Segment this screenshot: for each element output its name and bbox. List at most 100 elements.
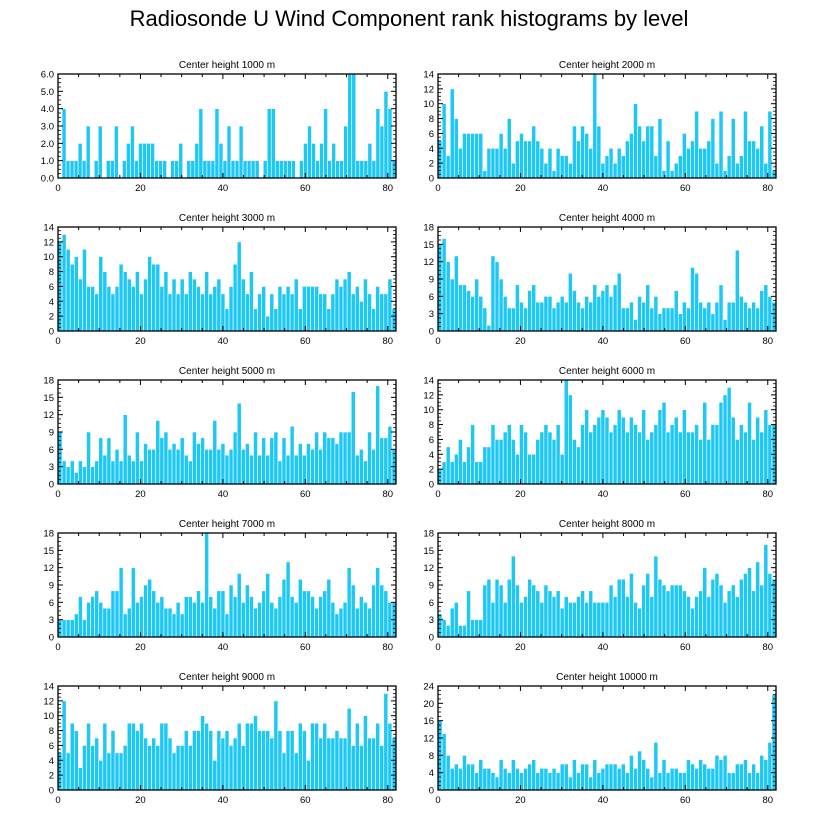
y-tick-label: 6 [429,129,434,140]
histogram-bar [572,602,577,638]
histogram-bar [620,578,626,638]
histogram-bar [458,147,463,179]
y-tick-label: 6 [49,282,54,293]
histogram-bar [588,776,594,791]
histogram-bar [730,416,736,485]
histogram-bar [339,160,344,179]
histogram-bar [289,730,295,791]
histogram-bar [604,416,610,485]
histogram-bar [65,752,71,791]
histogram-bar [265,730,271,791]
histogram-bar [527,140,532,179]
y-tick-label: 6 [49,445,54,456]
histogram-bar [359,745,364,791]
histogram-bar [588,431,594,485]
histogram-bar [222,160,228,179]
histogram-bar [73,613,79,638]
histogram-bar [90,466,95,485]
y-tick-label: 9 [429,275,434,286]
y-tick-label: 3 [49,462,54,473]
histogram-bar [580,424,585,485]
histogram-bar [637,431,642,485]
histogram-bar [755,147,761,179]
x-tick-label: 80 [762,795,773,806]
histogram-bar [224,613,230,638]
histogram-bar [281,293,287,332]
histogram-bar [665,140,671,179]
y-tick-label: 18 [423,223,434,234]
histogram-bar [274,160,280,179]
histogram-bar [661,759,667,791]
histogram-bar [150,143,155,179]
histogram-bar [147,578,152,638]
y-tick-label: 6 [429,598,434,609]
histogram-bar [449,278,455,332]
histogram-bar [616,578,622,638]
histogram-bar [580,763,585,791]
histogram-bar [65,248,71,332]
histogram-bar [155,602,161,638]
panel-title: Center height 10000 m [556,672,658,683]
histogram-bar [547,147,553,179]
histogram-bar [261,730,266,791]
y-tick-label: 3 [429,615,434,626]
histogram-bar [266,108,272,179]
histogram-bar [759,290,765,332]
x-tick-label: 0 [55,642,60,653]
histogram-bar [94,737,100,791]
histogram-bar [212,607,218,638]
histogram-bar [506,118,512,179]
histogram-bar [653,555,659,638]
histogram-bar [458,284,463,332]
histogram-panel: Center height 6000 m 0 20 40 60 80 0 2 4 6 8 10 12 14 [423,366,777,500]
histogram-bar [183,293,189,332]
histogram-bar [616,147,622,179]
histogram-bar [167,737,173,791]
histogram-bar [253,308,258,332]
histogram-bar [535,140,541,179]
histogram-bar [188,271,193,332]
histogram-bar [98,759,104,791]
histogram-bar [331,143,336,179]
histogram-bar [718,110,724,179]
histogram-bar [767,573,773,638]
histogram-bar [326,578,332,638]
histogram-bar [277,596,283,638]
histogram-bar [351,73,357,179]
histogram-bar [208,730,214,791]
histogram-bar [230,160,236,179]
histogram-bar [85,125,91,179]
histogram-bar [342,278,348,332]
histogram-bar [86,722,91,791]
histogram-bar [174,160,180,179]
histogram-bar [383,91,389,179]
histogram-bar [192,431,197,485]
histogram-bar [592,602,598,638]
histogram-bar [281,752,287,791]
y-tick-label: 8 [49,726,54,737]
histogram-bar [277,460,283,485]
histogram-bar [354,722,360,791]
x-tick-label: 40 [218,795,229,806]
histogram-bar [555,772,561,791]
histogram-bar [162,160,167,179]
histogram-bar [747,307,752,332]
histogram-bar [710,118,716,179]
histogram-bar [69,722,75,791]
histogram-bar [73,160,79,179]
histogram-bar [743,431,748,485]
histogram-bar [482,170,488,179]
histogram-bar [206,160,212,179]
histogram-bar [482,584,488,638]
histogram-bar [739,155,744,179]
histogram-bar [629,301,634,332]
histogram-bar [257,602,262,638]
histogram-bar [303,143,308,179]
histogram-bar [539,147,545,179]
histogram-bar [285,730,291,791]
histogram-bar [669,768,675,791]
histogram-bar [78,767,83,791]
histogram-bar [281,437,287,485]
histogram-bar [335,160,340,179]
y-tick-label: 3 [49,615,54,626]
